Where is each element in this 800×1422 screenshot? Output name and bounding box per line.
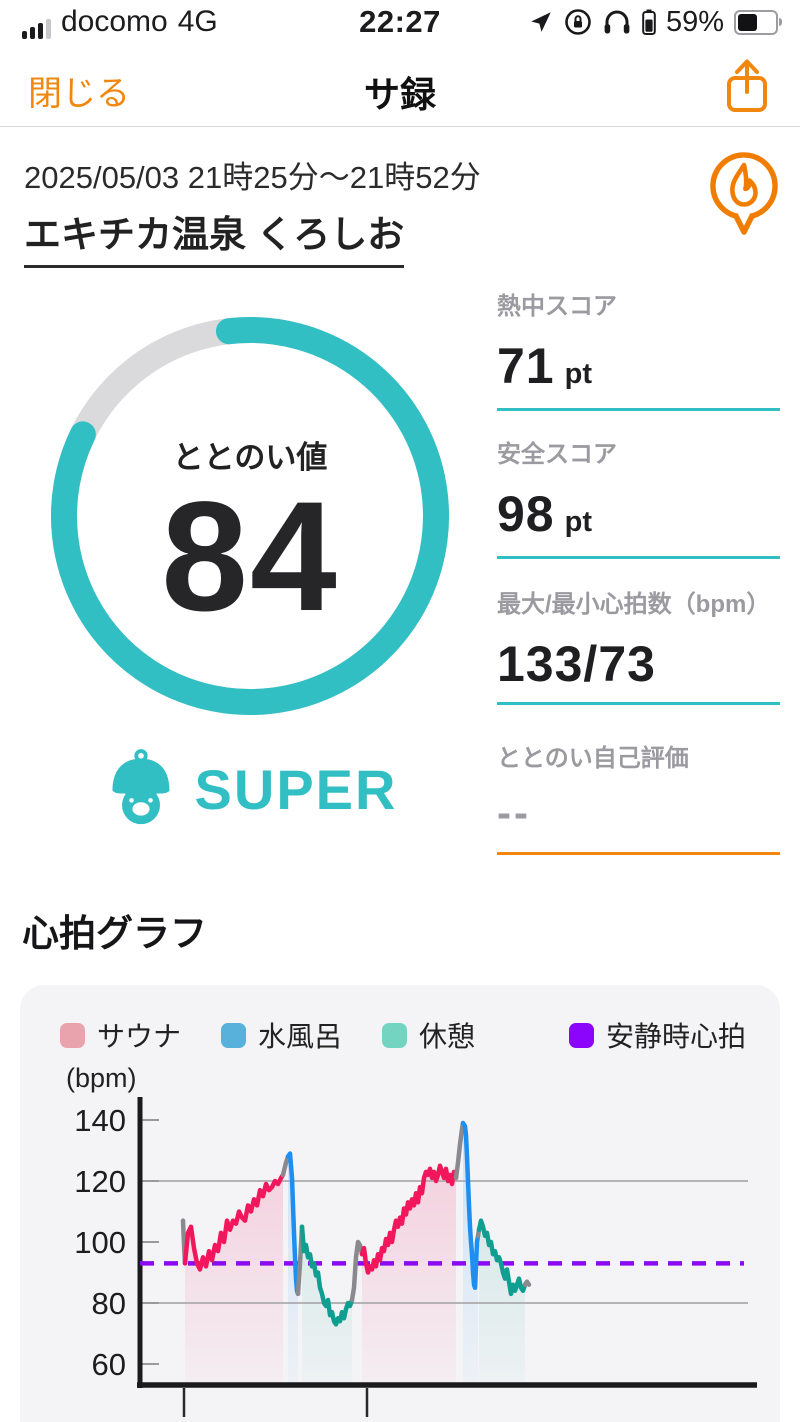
stat-label: ととのい自己評価 (497, 745, 689, 772)
legend-item: 安静時心拍 (568, 1015, 746, 1055)
chart-section-title: 心拍グラフ (22, 913, 207, 954)
svg-text:140: 140 (74, 1103, 126, 1138)
battery-percent-label: 59% (665, 5, 724, 38)
svg-text:100: 100 (74, 1225, 126, 1260)
cell-signal-icon (22, 17, 51, 39)
stat-value: 133/73 (497, 636, 656, 692)
svg-text:80: 80 (92, 1286, 126, 1321)
rating-label: SUPER (194, 757, 398, 821)
stat-self-rating: ととのい自己評価 -- (497, 738, 780, 855)
stat-max-min-hr: 最大/最小心拍数（bpm） 133/73 (497, 584, 780, 705)
headphones-icon (604, 10, 630, 34)
clock-label: 22:27 (359, 4, 441, 39)
close-button[interactable]: 閉じる (28, 75, 130, 113)
legend-swatch (60, 1022, 85, 1048)
stat-unit: pt (564, 506, 592, 538)
nav-bar: 閉じる サ録 (0, 44, 800, 127)
stat-label: 熱中スコア (497, 293, 617, 320)
svg-text:60: 60 (92, 1347, 126, 1382)
legend-swatch (568, 1022, 594, 1048)
stat-heat-score: 熱中スコア 71 pt (497, 286, 780, 411)
legend-label: 安静時心拍 (605, 1021, 746, 1052)
stat-label: 最大/最小心拍数（bpm） (497, 591, 771, 618)
legend-label: サウナ (97, 1021, 182, 1052)
share-button[interactable] (724, 58, 770, 116)
session-datetime: 2025/05/03 21時25分～21時52分 (24, 160, 481, 195)
y-axis-unit-label: (bpm) (66, 1063, 137, 1093)
orientation-lock-icon (565, 9, 591, 35)
stat-value: 71 (497, 338, 555, 394)
stat-label: 安全スコア (497, 441, 617, 468)
chart-legend: サウナ 水風呂 休憩 安静時心拍 (60, 1015, 746, 1055)
gauge-label: ととのい値 (172, 440, 328, 475)
legend-label: 休憩 (419, 1021, 476, 1052)
venue-link[interactable]: エキチカ温泉 くろしお (24, 204, 405, 268)
rating-row: SUPER (50, 748, 450, 830)
heart-rate-chart-card: サウナ 水風呂 休憩 安静時心拍 (bpm) 140 120 100 80 60 (20, 985, 780, 1422)
stat-unit: pt (564, 358, 592, 390)
svg-text:120: 120 (74, 1164, 126, 1199)
gauge-ring (51, 317, 449, 715)
stat-safety-score: 安全スコア 98 pt (497, 434, 780, 559)
legend-swatch (221, 1022, 247, 1048)
flame-badge-button[interactable] (702, 148, 786, 238)
legend-item: 休憩 (382, 1015, 475, 1055)
sauna-hat-icon (112, 749, 170, 825)
heart-rate-chart: 140 120 100 80 60 (74, 1097, 757, 1417)
legend-swatch (382, 1022, 408, 1048)
legend-item: サウナ (60, 1015, 181, 1055)
gauge-value: 84 (161, 470, 339, 644)
battery-icon (734, 9, 782, 35)
location-arrow-icon (531, 12, 551, 32)
legend-label: 水風呂 (258, 1021, 343, 1052)
stat-value: -- (497, 789, 531, 836)
legend-item: 水風呂 (221, 1015, 342, 1055)
accessory-battery-icon (642, 9, 656, 35)
carrier-label: docomo (61, 5, 168, 38)
stat-value: 98 (497, 486, 555, 542)
network-label: 4G (177, 5, 218, 38)
status-bar: docomo 4G 22:27 59% (0, 0, 800, 44)
page-title: サ録 (363, 74, 436, 115)
totonoi-gauge: ととのい値 84 (50, 316, 450, 716)
